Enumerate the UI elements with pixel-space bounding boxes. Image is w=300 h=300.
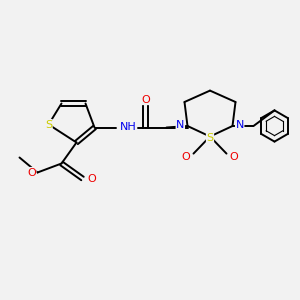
Text: S: S bbox=[206, 133, 214, 143]
Text: N: N bbox=[236, 120, 244, 130]
Text: O: O bbox=[182, 152, 190, 162]
Text: N: N bbox=[176, 120, 184, 130]
Text: O: O bbox=[27, 167, 36, 178]
Text: O: O bbox=[141, 94, 150, 105]
Text: S: S bbox=[45, 119, 52, 130]
Text: O: O bbox=[230, 152, 238, 162]
Text: O: O bbox=[87, 173, 96, 184]
Text: NH: NH bbox=[120, 122, 137, 132]
